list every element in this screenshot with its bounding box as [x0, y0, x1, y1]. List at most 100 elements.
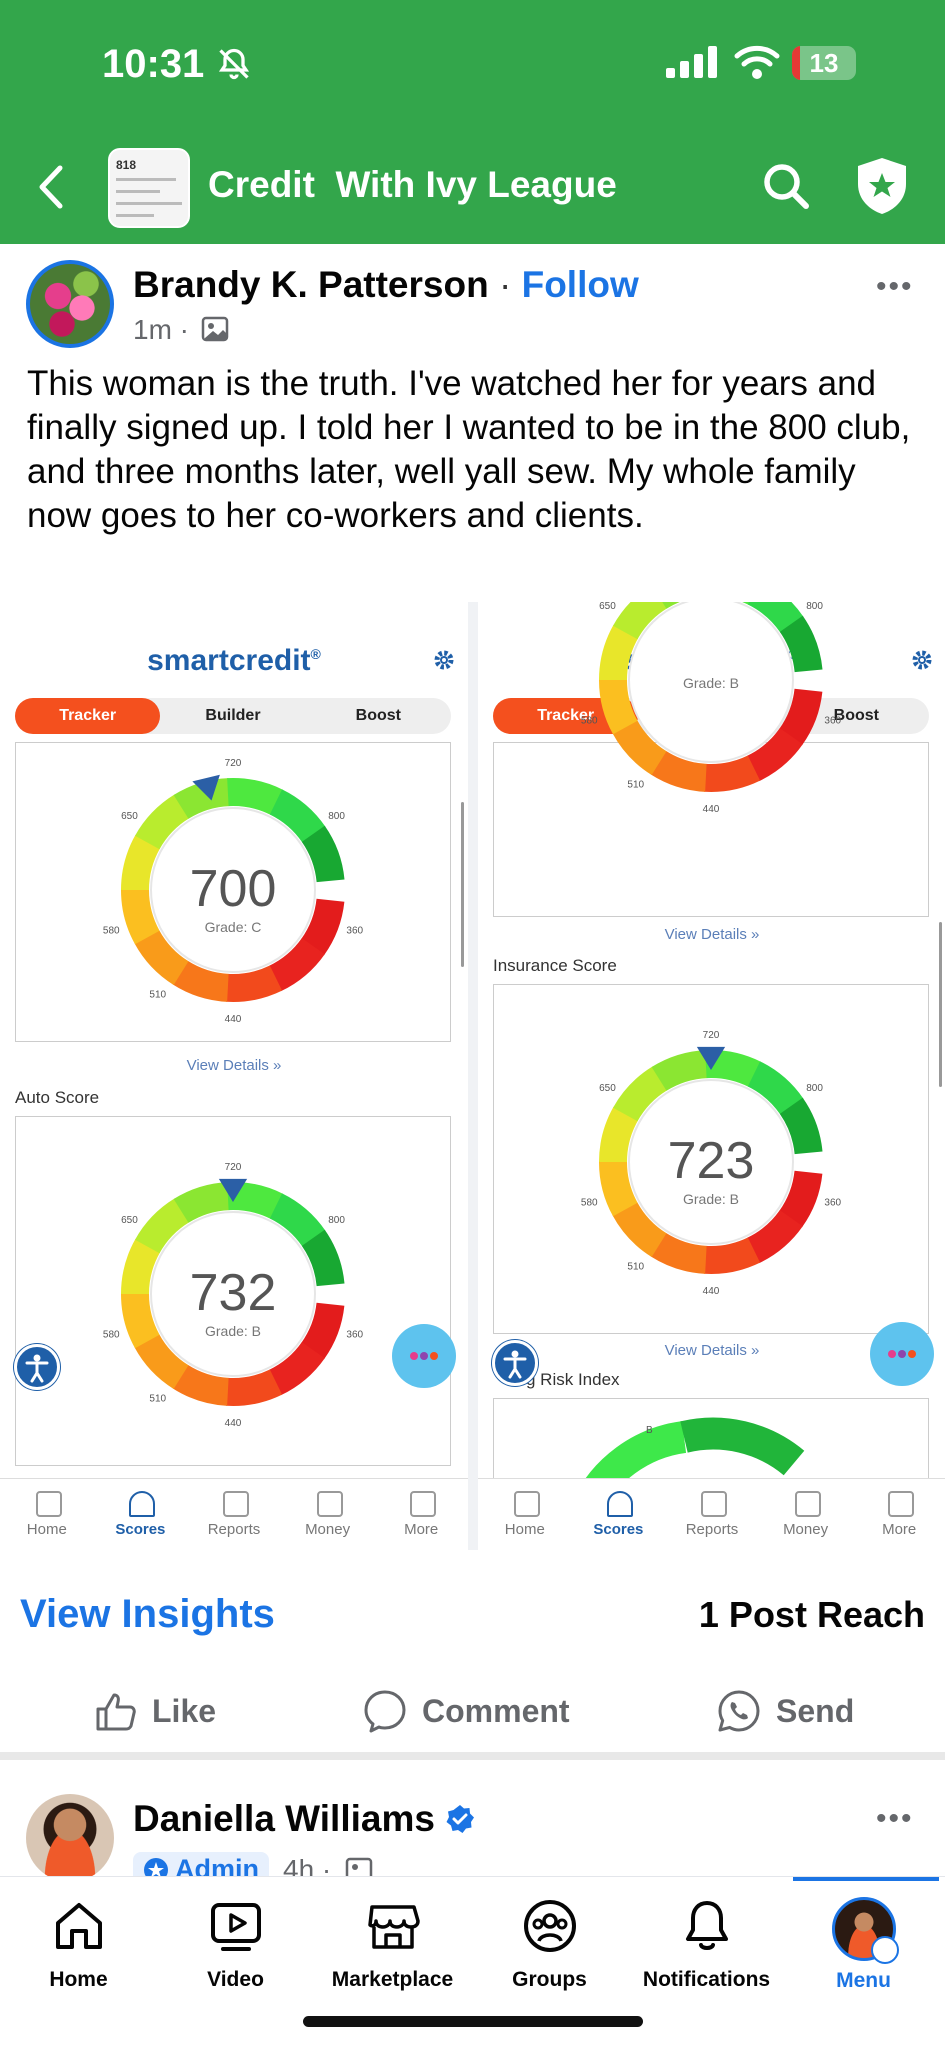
whatsapp-icon: [718, 1690, 760, 1732]
post-actions: Like Comment Send: [0, 1660, 945, 1760]
score-gauge: 650720800580360510440Grade: B: [581, 602, 842, 815]
gauge-tick-label: 580: [103, 926, 120, 937]
chat-dot: [898, 1350, 906, 1358]
segment-tracker: Tracker: [15, 698, 161, 734]
gauge-tick-label: 360: [824, 716, 841, 727]
tab-video[interactable]: Video: [157, 1897, 314, 1992]
author-avatar[interactable]: [26, 260, 114, 348]
chat-bubble-button: [870, 1322, 934, 1386]
scrollbar: [461, 802, 464, 967]
segment-boost: Boost: [355, 707, 401, 724]
post-image-collage[interactable]: smartcredit® Tracker Builder Boost 650 72…: [0, 602, 945, 1550]
thumbnail-line: [116, 190, 160, 193]
status-time: 10:31: [102, 42, 205, 86]
gauge-segment: [779, 1097, 823, 1155]
verified-badge-icon: [446, 1805, 474, 1833]
shield-star-icon[interactable]: [854, 156, 910, 216]
gauge-pointer: [696, 1046, 726, 1070]
tab-home-label: Home: [49, 1968, 108, 1991]
chat-dot: [420, 1352, 428, 1360]
gauge-inner: [150, 807, 316, 973]
author-avatar[interactable]: [26, 1794, 114, 1880]
tab-video-label: Video: [207, 1968, 264, 1991]
gauge-segment: [599, 1160, 638, 1217]
post-time[interactable]: 4h ·: [283, 1853, 332, 1881]
gauge-segment: [225, 965, 283, 1002]
battery-icon: 13: [792, 46, 856, 80]
screenshot-bottom-nav: Home Scores Reports Money More: [0, 1478, 468, 1550]
gauge-tick-label: 440: [225, 1014, 242, 1025]
gauge-segment: [599, 1106, 639, 1163]
comment-button[interactable]: Comment: [362, 1686, 570, 1736]
risk-gauge-tick: B: [646, 1425, 653, 1436]
gauge-segment: [779, 688, 823, 746]
battery-level: [792, 46, 801, 80]
tab-home[interactable]: Home: [0, 1897, 157, 1992]
send-button[interactable]: Send: [716, 1686, 854, 1736]
chat-dot: [430, 1352, 438, 1360]
group-title[interactable]: Credit With Ivy League: [208, 164, 617, 205]
nav-scores: Scores: [572, 1479, 666, 1550]
home-icon: [55, 1903, 102, 1949]
gauge-segment: [268, 937, 325, 992]
gauge-segment: [134, 1333, 189, 1389]
gauge-segment: [173, 1182, 230, 1224]
screenshot-right[interactable]: smartcredit® Tracker Builder Boost 65072…: [478, 602, 945, 1550]
wifi-icon: [734, 45, 780, 79]
author-name[interactable]: Brandy K. Patterson: [133, 264, 489, 305]
video-icon: [210, 1903, 261, 1951]
nav-more: More: [374, 1479, 468, 1550]
group-thumbnail[interactable]: 818: [108, 148, 190, 228]
segment-builder: Builder: [205, 707, 261, 724]
gauge-inner: [628, 1079, 794, 1245]
chat-dot: [410, 1352, 418, 1360]
back-arrow-icon[interactable]: [36, 162, 66, 212]
tab-notifications[interactable]: Notifications: [628, 1897, 785, 1992]
gauge-segment: [301, 825, 345, 883]
nav-reports: Reports: [187, 1479, 281, 1550]
bell-icon: [685, 1901, 728, 1950]
like-button[interactable]: Like: [94, 1686, 216, 1736]
screenshot-left[interactable]: smartcredit® Tracker Builder Boost 650 72…: [0, 602, 468, 1550]
photo-icon: [201, 316, 229, 342]
accessibility-icon: [25, 1354, 49, 1383]
gauge-grade: Grade: B: [683, 1191, 739, 1207]
gauge-tick-label: 440: [225, 1418, 242, 1429]
search-icon[interactable]: [760, 160, 812, 212]
post-more-button[interactable]: •••: [876, 1802, 914, 1835]
gauge-score: 732: [190, 1264, 277, 1322]
tab-groups[interactable]: Groups: [471, 1897, 628, 1992]
smartcredit-logo: smartcredit®: [0, 644, 468, 678]
thumbnail-line: [116, 214, 154, 217]
nav-home: Home: [478, 1479, 572, 1550]
nav-scores: Scores: [94, 1479, 188, 1550]
smartcredit-logo-mark: ®: [310, 646, 321, 662]
smartcredit-logo-text: smartcredit: [147, 644, 311, 677]
view-insights-link[interactable]: View Insights: [20, 1592, 275, 1636]
group-header: 818 Credit With Ivy League: [0, 130, 945, 244]
view-details-link: View Details »: [664, 926, 760, 943]
author-name[interactable]: Daniella Williams: [133, 1798, 435, 1839]
tab-menu[interactable]: Menu: [785, 1897, 942, 1993]
insights-row: View Insights 1 Post Reach: [0, 1550, 945, 1690]
gauge-segment: [599, 624, 639, 681]
gauge-tick-label: 650: [599, 1083, 616, 1094]
follow-button[interactable]: Follow: [521, 264, 639, 305]
gauge-segment: [301, 898, 345, 956]
gauge-tick-label: 580: [581, 1198, 598, 1209]
post-more-button[interactable]: •••: [876, 270, 914, 303]
gauge-tick-label: 800: [328, 811, 345, 822]
screenshot-status-bar: [0, 602, 468, 614]
settings-gear-icon: [434, 650, 454, 670]
post-time[interactable]: 1m ·: [133, 314, 189, 345]
gauge-segment: [613, 602, 668, 640]
gauge-tick-label: 510: [627, 1262, 644, 1273]
active-tab-indicator: [793, 1877, 939, 1881]
tab-marketplace[interactable]: Marketplace: [314, 1897, 471, 1992]
scrollbar: [939, 922, 942, 1087]
gauge-segment: [650, 750, 708, 792]
chat-dot: [908, 1350, 916, 1358]
auto-score-label: Auto Score: [15, 1088, 100, 1107]
